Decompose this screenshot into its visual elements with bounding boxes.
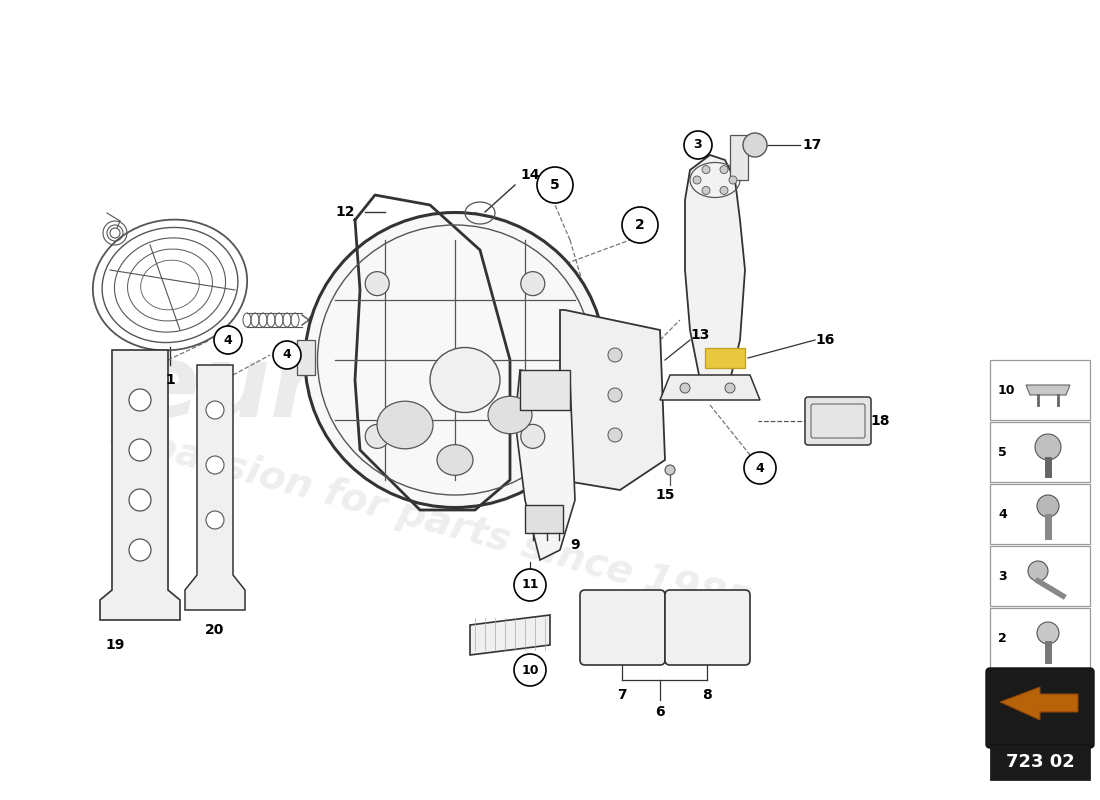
Text: 4: 4 bbox=[756, 462, 764, 474]
Text: 3: 3 bbox=[998, 570, 1006, 582]
Text: 15: 15 bbox=[656, 488, 674, 502]
Ellipse shape bbox=[305, 213, 605, 507]
Bar bbox=[730, 135, 748, 180]
Ellipse shape bbox=[377, 402, 433, 449]
Bar bbox=[990, 422, 1090, 482]
Polygon shape bbox=[660, 375, 760, 400]
Text: 4: 4 bbox=[998, 507, 1006, 521]
Circle shape bbox=[273, 341, 301, 369]
Circle shape bbox=[680, 383, 690, 393]
FancyBboxPatch shape bbox=[986, 668, 1094, 748]
Text: 3: 3 bbox=[694, 138, 702, 151]
Text: 14: 14 bbox=[520, 168, 540, 182]
Bar bbox=[297, 340, 315, 375]
Circle shape bbox=[206, 511, 224, 529]
Text: 20: 20 bbox=[206, 623, 224, 637]
Circle shape bbox=[520, 272, 544, 296]
Text: 2: 2 bbox=[998, 631, 1006, 645]
Circle shape bbox=[520, 424, 544, 448]
Text: 5: 5 bbox=[550, 178, 560, 192]
Polygon shape bbox=[470, 615, 550, 655]
Text: 4: 4 bbox=[223, 334, 232, 346]
Text: 6: 6 bbox=[656, 705, 664, 719]
Text: europes: europes bbox=[132, 342, 588, 438]
Ellipse shape bbox=[437, 445, 473, 475]
Circle shape bbox=[702, 166, 710, 174]
Circle shape bbox=[514, 654, 546, 686]
Circle shape bbox=[309, 315, 319, 325]
FancyBboxPatch shape bbox=[666, 590, 750, 665]
Text: 8: 8 bbox=[702, 688, 712, 702]
Bar bbox=[990, 546, 1090, 606]
Ellipse shape bbox=[430, 347, 500, 413]
Bar bbox=[990, 608, 1090, 668]
Polygon shape bbox=[1026, 385, 1070, 395]
Bar bbox=[990, 360, 1090, 420]
Circle shape bbox=[744, 452, 775, 484]
Circle shape bbox=[514, 569, 546, 601]
Circle shape bbox=[621, 207, 658, 243]
Text: 10: 10 bbox=[998, 383, 1015, 397]
Text: 13: 13 bbox=[691, 328, 710, 342]
Text: 19: 19 bbox=[106, 638, 124, 652]
Circle shape bbox=[129, 489, 151, 511]
Text: 11: 11 bbox=[521, 578, 539, 591]
Bar bbox=[705, 348, 745, 368]
Circle shape bbox=[608, 348, 622, 362]
Circle shape bbox=[742, 133, 767, 157]
Text: 10: 10 bbox=[521, 663, 539, 677]
Text: 9: 9 bbox=[570, 538, 580, 552]
Circle shape bbox=[720, 166, 728, 174]
Circle shape bbox=[684, 131, 712, 159]
Circle shape bbox=[702, 186, 710, 194]
Bar bbox=[525, 505, 563, 533]
Bar bbox=[520, 370, 570, 410]
Text: 7: 7 bbox=[617, 688, 627, 702]
Text: 12: 12 bbox=[336, 205, 354, 219]
Circle shape bbox=[1035, 434, 1062, 460]
Polygon shape bbox=[100, 350, 180, 620]
Ellipse shape bbox=[488, 396, 532, 434]
Text: 16: 16 bbox=[815, 333, 835, 347]
Polygon shape bbox=[685, 155, 745, 390]
FancyBboxPatch shape bbox=[805, 397, 871, 445]
Circle shape bbox=[365, 424, 389, 448]
Polygon shape bbox=[560, 310, 666, 490]
Circle shape bbox=[129, 539, 151, 561]
Circle shape bbox=[693, 176, 701, 184]
Circle shape bbox=[129, 439, 151, 461]
Circle shape bbox=[129, 389, 151, 411]
Text: a passion for parts since 1985: a passion for parts since 1985 bbox=[106, 416, 755, 624]
Text: 18: 18 bbox=[870, 414, 890, 428]
Circle shape bbox=[608, 388, 622, 402]
Circle shape bbox=[1037, 622, 1059, 644]
Text: 4: 4 bbox=[283, 349, 292, 362]
Circle shape bbox=[206, 456, 224, 474]
Circle shape bbox=[720, 186, 728, 194]
Polygon shape bbox=[1000, 687, 1078, 720]
Text: 723 02: 723 02 bbox=[1005, 753, 1075, 771]
Circle shape bbox=[206, 401, 224, 419]
Text: 2: 2 bbox=[635, 218, 645, 232]
Circle shape bbox=[1028, 561, 1048, 581]
Text: 17: 17 bbox=[802, 138, 822, 152]
Circle shape bbox=[608, 428, 622, 442]
Circle shape bbox=[1037, 495, 1059, 517]
Text: 1: 1 bbox=[165, 373, 175, 387]
Circle shape bbox=[214, 326, 242, 354]
FancyBboxPatch shape bbox=[580, 590, 666, 665]
Circle shape bbox=[725, 383, 735, 393]
Bar bbox=[990, 744, 1090, 780]
Polygon shape bbox=[515, 370, 575, 560]
Bar bbox=[990, 484, 1090, 544]
Circle shape bbox=[365, 272, 389, 296]
Circle shape bbox=[666, 465, 675, 475]
Text: 5: 5 bbox=[998, 446, 1006, 458]
Polygon shape bbox=[185, 365, 245, 610]
Circle shape bbox=[537, 167, 573, 203]
Circle shape bbox=[729, 176, 737, 184]
